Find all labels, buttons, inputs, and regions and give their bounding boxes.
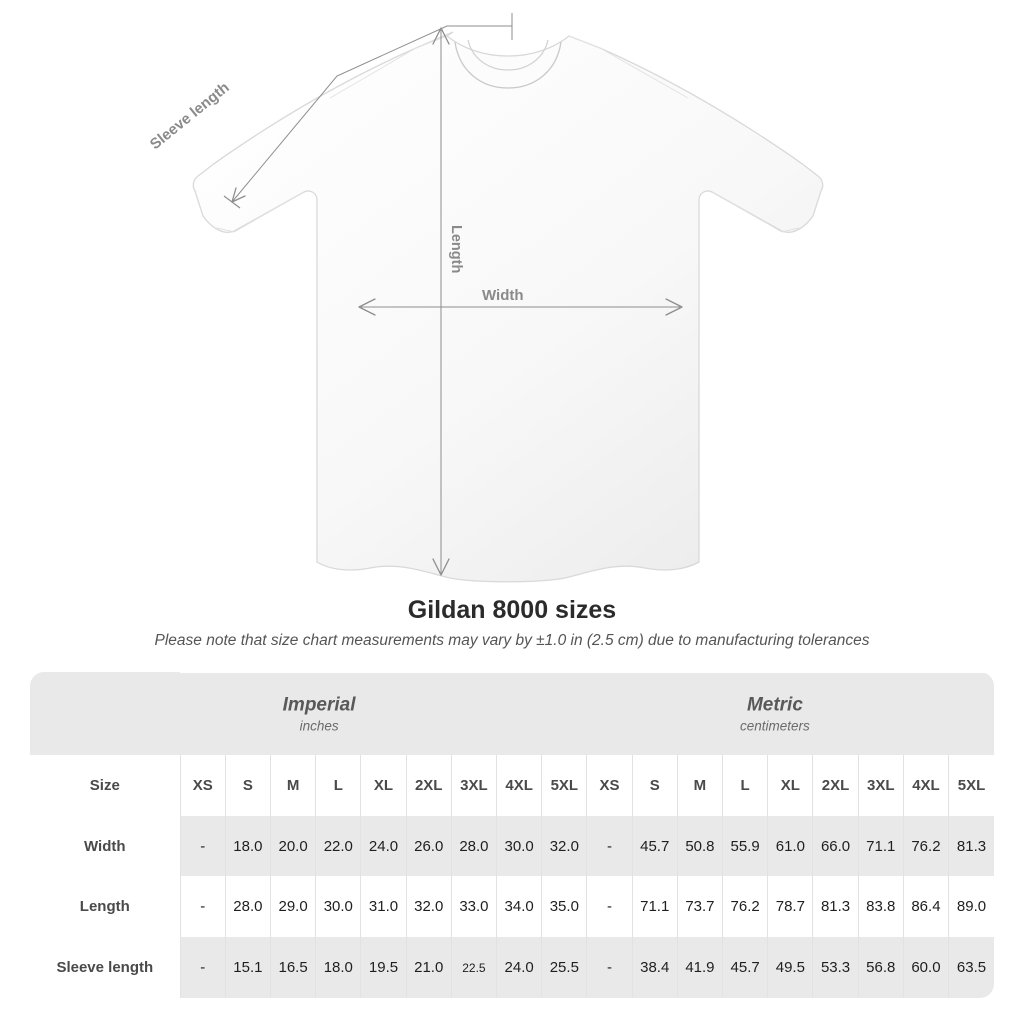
svg-text:Width: Width bbox=[482, 287, 524, 304]
svg-text:Sleeve length: Sleeve length bbox=[147, 79, 233, 153]
svg-text:Length: Length bbox=[448, 225, 464, 273]
